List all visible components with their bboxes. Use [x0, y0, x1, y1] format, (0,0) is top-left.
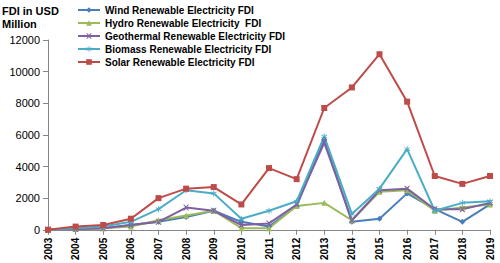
svg-text:2003: 2003: [43, 237, 54, 260]
svg-text:6000: 6000: [16, 129, 40, 141]
svg-text:2006: 2006: [125, 237, 136, 260]
svg-text:2017: 2017: [429, 237, 440, 260]
svg-text:2005: 2005: [98, 237, 109, 260]
svg-text:10000: 10000: [9, 66, 40, 78]
svg-text:Wind Renewable Electricity FDI: Wind Renewable Electricity FDI: [105, 5, 254, 16]
svg-text:2013: 2013: [319, 237, 330, 260]
svg-text:Million: Million: [2, 18, 37, 30]
svg-text:2012: 2012: [291, 237, 302, 260]
svg-text:Hydro Renewable Electricity F: Hydro Renewable Electricity FDI: [105, 18, 261, 29]
svg-text:2016: 2016: [402, 237, 413, 260]
svg-text:2010: 2010: [236, 237, 247, 260]
svg-text:Geothermal Renewable Electrici: Geothermal Renewable Electricity FDI: [105, 31, 285, 42]
svg-text:2018: 2018: [457, 237, 468, 260]
svg-text:FDI in USD: FDI in USD: [2, 5, 59, 17]
svg-text:2011: 2011: [264, 237, 275, 259]
svg-text:2015: 2015: [374, 237, 385, 260]
svg-text:2007: 2007: [153, 237, 164, 260]
svg-text:2019: 2019: [485, 237, 496, 260]
svg-text:12000: 12000: [9, 34, 40, 46]
svg-text:2009: 2009: [208, 237, 219, 260]
svg-text:2000: 2000: [16, 192, 40, 204]
svg-text:4000: 4000: [16, 161, 40, 173]
svg-text:8000: 8000: [16, 97, 40, 109]
svg-text:2014: 2014: [346, 237, 357, 260]
svg-text:0: 0: [34, 224, 40, 236]
svg-text:2008: 2008: [181, 237, 192, 260]
svg-text:2004: 2004: [70, 237, 81, 260]
svg-text:Biomass Renewable Electricity: Biomass Renewable Electricity FDI: [105, 44, 271, 55]
svg-text:Solar Renewable Electricity FD: Solar Renewable Electricity FDI: [105, 57, 255, 68]
